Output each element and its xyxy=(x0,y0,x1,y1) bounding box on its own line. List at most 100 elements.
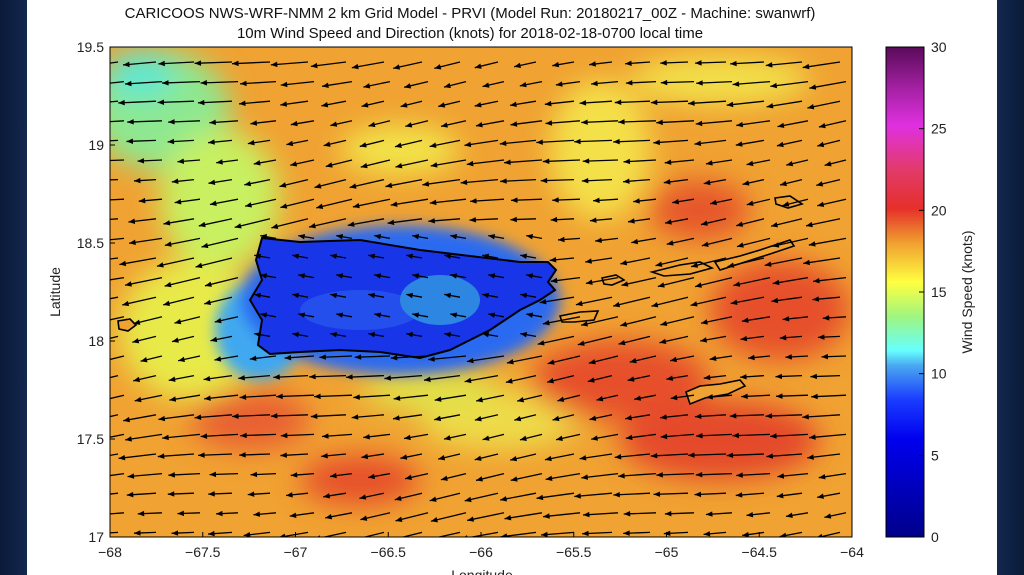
wind-arrow xyxy=(128,218,157,224)
wind-arrow xyxy=(450,273,467,279)
culebra-island xyxy=(600,274,626,286)
wind-arrow xyxy=(664,218,689,225)
wind-arrow xyxy=(808,237,847,247)
wind-arrow xyxy=(488,234,505,240)
wind-arrow xyxy=(776,393,809,399)
wind-arrow xyxy=(589,61,613,67)
wind-arrow xyxy=(406,253,423,260)
wind-arrow xyxy=(466,159,505,167)
wind-arrow xyxy=(807,100,841,110)
wind-arrow xyxy=(374,234,391,240)
wind-arrow xyxy=(126,138,157,144)
wind-arrow xyxy=(587,374,613,383)
wind-arrow xyxy=(727,257,765,268)
wind-arrow xyxy=(625,60,651,67)
y-tick-label: 17.5 xyxy=(77,431,104,447)
wind-arrow xyxy=(688,452,727,458)
wind-arrow xyxy=(500,178,537,184)
wind-arrow xyxy=(550,216,575,223)
wind-arrow xyxy=(444,292,461,299)
wind-arrow xyxy=(591,433,619,441)
wind-arrow xyxy=(660,60,689,66)
wind-arrow xyxy=(651,296,689,308)
wind-arrow xyxy=(579,453,613,461)
wind-arrow xyxy=(514,414,537,422)
wind-arrow xyxy=(742,178,765,186)
y-tick-label: 17 xyxy=(88,529,104,545)
wind-arrow xyxy=(354,354,391,360)
colorbar-tick-label: 25 xyxy=(931,121,947,137)
wind-arrow xyxy=(690,257,727,268)
wind-arrow xyxy=(620,257,651,266)
wind-arrow xyxy=(706,394,733,400)
wind-arrow xyxy=(271,218,309,229)
wind-arrow xyxy=(696,80,733,86)
wind-arrow xyxy=(596,394,619,402)
wind-arrow xyxy=(547,355,581,365)
wind-arrow xyxy=(575,296,613,307)
wind-arrow xyxy=(510,216,537,223)
wind-arrow xyxy=(777,120,809,129)
wind-arrow xyxy=(110,139,119,142)
wind-arrow xyxy=(536,139,575,145)
wind-arrow xyxy=(330,292,347,299)
wind-arrow xyxy=(482,80,505,88)
wind-arrow xyxy=(270,61,309,68)
wind-arrow xyxy=(349,178,385,189)
wind-arrow xyxy=(240,80,277,87)
wind-arrow xyxy=(298,234,315,240)
wind-arrow xyxy=(549,257,575,263)
wind-arrow xyxy=(314,393,353,400)
wind-arrow xyxy=(666,374,689,381)
wind-arrow xyxy=(526,273,543,279)
wind-arrow xyxy=(247,139,271,146)
wind-arrow xyxy=(779,334,803,341)
wind-arrow xyxy=(700,316,733,325)
wind-arrow xyxy=(557,236,581,243)
wind-arrow xyxy=(368,332,385,338)
wind-arrow xyxy=(475,472,505,482)
wind-arrow xyxy=(785,512,809,519)
wind-arrow xyxy=(157,453,195,459)
wind-arrow xyxy=(622,178,651,184)
wind-arrow xyxy=(393,61,423,70)
wind-arrow xyxy=(740,374,765,380)
wind-arrow xyxy=(359,139,385,148)
wind-arrow xyxy=(746,198,771,206)
wind-arrow xyxy=(374,312,391,318)
wind-arrow xyxy=(736,237,771,248)
wind-arrow xyxy=(444,332,461,338)
wind-arrow xyxy=(244,198,277,208)
colorbar-ticks: 0 5 10 15 20 25 30 xyxy=(919,39,947,545)
wind-arrow xyxy=(627,218,651,224)
wind-arrow xyxy=(772,237,809,248)
wind-arrow xyxy=(430,159,467,168)
wind-arrow xyxy=(733,276,771,287)
wind-arrow xyxy=(393,394,429,401)
wind-arrow xyxy=(110,316,125,321)
wind-arrow xyxy=(581,177,613,184)
wind-arrow xyxy=(310,413,347,419)
wind-arrow xyxy=(110,198,125,201)
wind-arrow xyxy=(510,472,543,482)
wind-arrow xyxy=(659,335,689,345)
wind-arrow xyxy=(544,453,575,462)
wind-arrow xyxy=(540,531,575,537)
wind-arrow xyxy=(519,80,543,88)
wind-arrow xyxy=(771,296,803,304)
wind-arrow xyxy=(650,452,689,459)
wind-arrow xyxy=(308,218,347,229)
wind-arrow xyxy=(629,355,657,364)
wind-arrow xyxy=(614,99,651,106)
wind-arrow xyxy=(110,257,119,260)
wind-arrow xyxy=(360,512,391,521)
wind-arrow xyxy=(323,492,347,499)
wind-arrow xyxy=(119,257,157,267)
wind-arrow xyxy=(254,332,271,338)
wind-arrow xyxy=(321,433,353,439)
wind-arrow xyxy=(730,60,765,67)
wind-arrow xyxy=(298,273,315,279)
wind-arrow xyxy=(406,292,423,299)
wind-arrow xyxy=(585,257,613,264)
wind-arrow xyxy=(450,234,467,240)
